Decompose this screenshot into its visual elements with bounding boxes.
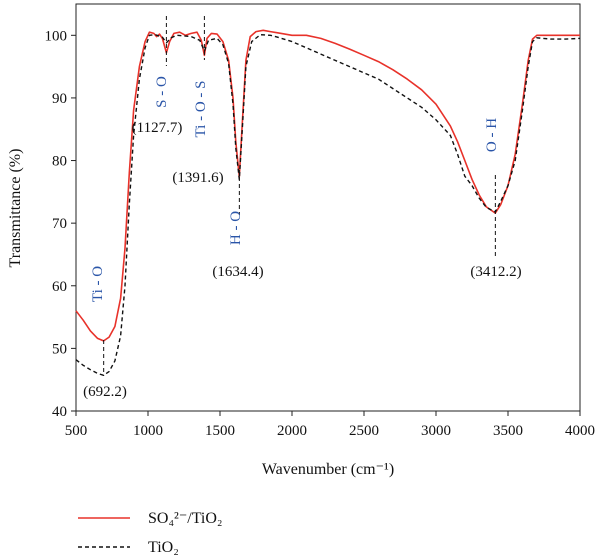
peak-value-label: (1391.6) <box>172 170 223 186</box>
peak-value-label: (692.2) <box>83 384 127 400</box>
bond-label: H - O <box>228 211 244 245</box>
x-tick-label: 1500 <box>205 423 235 439</box>
bond-label: Ti - O <box>90 266 106 302</box>
x-tick-label: 1000 <box>133 423 163 439</box>
y-tick-label: 90 <box>52 91 67 107</box>
bond-label: O - H <box>484 118 500 152</box>
peak-value-label: (1127.7) <box>132 120 183 136</box>
y-tick-label: 50 <box>52 341 67 357</box>
y-tick-label: 100 <box>45 28 68 44</box>
x-tick-label: 3500 <box>493 423 523 439</box>
y-tick-label: 70 <box>52 216 67 232</box>
series-line-so4-tio2 <box>75 29 580 342</box>
x-axis-title: Wavenumber (cm⁻¹) <box>262 461 394 478</box>
peak-value-label: (1634.4) <box>212 264 263 280</box>
x-tick-label: 2500 <box>349 423 379 439</box>
x-tick-label: 500 <box>65 423 88 439</box>
y-tick-label: 80 <box>52 154 67 170</box>
x-tick-label: 2000 <box>277 423 307 439</box>
series-line-tio2 <box>75 34 581 376</box>
legend: SO₄²⁻/TiO₂ TiO₂ <box>78 510 223 556</box>
y-tick-label: 40 <box>52 404 67 420</box>
y-tick-label: 60 <box>52 279 67 295</box>
bond-label: Ti - O - S <box>193 81 209 138</box>
peak-value-label: (3412.2) <box>470 264 521 280</box>
plot-frame <box>75 3 581 412</box>
axis-ticks: 500 1000 1500 2000 2500 3000 3500 4000 40 50 60 70 8… <box>45 28 596 439</box>
legend-label-so4-tio2: SO₄²⁻/TiO₂ <box>148 510 223 527</box>
legend-label-tio2: TiO₂ <box>148 539 179 556</box>
bond-label: S - O <box>154 76 170 108</box>
x-tick-label: 3000 <box>421 423 451 439</box>
annotations-layer: Ti - O (692.2) S - O (1127.7) Ti - O - S (139… <box>83 16 522 400</box>
series-layer <box>75 29 581 376</box>
y-axis-title: Transmittance (%) <box>7 149 24 268</box>
x-tick-label: 4000 <box>565 423 595 439</box>
